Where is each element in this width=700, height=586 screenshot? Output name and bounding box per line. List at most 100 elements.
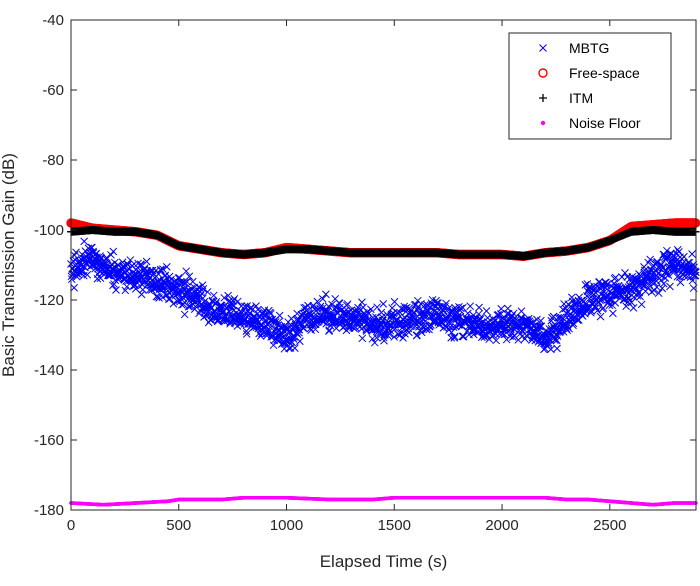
mbtg-point — [75, 257, 84, 265]
mbtg-point — [634, 289, 643, 297]
mbtg-point — [627, 298, 636, 307]
mbtg-point — [313, 297, 322, 306]
mbtg-point — [477, 318, 486, 327]
mbtg-point — [453, 313, 462, 322]
mbtg-point — [304, 301, 312, 310]
mbtg-point — [290, 344, 299, 352]
mbtg-point — [135, 268, 144, 276]
mbtg-point — [541, 339, 550, 347]
mbtg-point — [96, 252, 104, 260]
mbtg-point — [246, 304, 255, 313]
mbtg-point — [593, 306, 602, 315]
series-itm — [67, 226, 700, 261]
y-tick-label: -40 — [42, 12, 64, 29]
mbtg-point — [664, 271, 673, 280]
mbtg-point — [225, 296, 234, 305]
mbtg-point — [358, 334, 367, 343]
mbtg-point — [353, 318, 361, 326]
mbtg-point — [581, 281, 590, 289]
mbtg-point — [256, 332, 265, 340]
mbtg-point — [197, 289, 206, 298]
y-tick-label: -80 — [42, 152, 64, 169]
x-tick-label: 500 — [166, 517, 191, 534]
mbtg-point — [557, 313, 565, 322]
mbtg-point — [475, 303, 483, 312]
mbtg-point — [671, 265, 679, 273]
mbtg-point — [577, 296, 586, 305]
mbtg-point — [640, 266, 649, 275]
legend-marker-noise-floor-dot — [540, 120, 546, 126]
mbtg-point — [174, 287, 182, 296]
mbtg-point — [658, 284, 667, 293]
mbtg-point — [370, 338, 379, 347]
mbtg-point — [226, 319, 234, 328]
mbtg-point — [227, 302, 236, 311]
mbtg-point — [154, 270, 163, 279]
mbtg-point — [107, 250, 115, 259]
mbtg-point — [112, 286, 120, 294]
x-tick-label: 2500 — [593, 517, 626, 534]
mbtg-point — [102, 253, 111, 262]
mbtg-point — [611, 273, 620, 282]
mbtg-point — [609, 309, 617, 318]
mbtg-point — [587, 307, 596, 315]
y-tick-label: -120 — [34, 292, 64, 309]
mbtg-point — [390, 333, 399, 341]
mbtg-point — [507, 328, 516, 337]
mbtg-point — [296, 337, 304, 346]
mbtg-point — [644, 283, 653, 292]
mbtg-point — [559, 314, 568, 323]
mbtg-point — [157, 266, 165, 275]
mbtg-point — [275, 311, 284, 320]
mbtg-point — [494, 311, 503, 319]
mbtg-point — [654, 289, 663, 298]
mbtg-point — [457, 304, 465, 313]
mbtg-point — [549, 322, 558, 330]
mbtg-point — [403, 303, 411, 312]
mbtg-point — [72, 248, 80, 257]
x-tick-label: 1500 — [378, 517, 411, 534]
mbtg-point — [322, 319, 331, 328]
mbtg-point — [80, 237, 89, 246]
mbtg-point — [590, 282, 598, 290]
mbtg-point — [562, 324, 571, 333]
mbtg-point — [688, 276, 697, 285]
legend-label-noise-floor: Noise Floor — [569, 115, 641, 131]
mbtg-point — [145, 286, 154, 294]
mbtg-point — [549, 312, 558, 321]
mbtg-point — [410, 308, 418, 317]
mbtg-point — [142, 257, 151, 266]
mbtg-point — [203, 288, 212, 296]
mbtg-point — [336, 319, 345, 328]
mbtg-point — [353, 306, 362, 315]
mbtg-point — [405, 328, 413, 337]
y-tick-label: -160 — [34, 432, 64, 449]
mbtg-point — [169, 299, 178, 308]
mbtg-point — [659, 279, 668, 288]
x-tick-label: 0 — [67, 517, 75, 534]
y-axis-label: Basic Transmission Gain (dB) — [0, 153, 18, 377]
mbtg-point — [316, 304, 324, 313]
mbtg-point — [123, 282, 131, 291]
mbtg-point — [91, 264, 99, 273]
mbtg-point — [464, 315, 473, 323]
mbtg-point — [637, 300, 646, 309]
mbtg-point — [182, 267, 191, 276]
mbtg-point — [596, 312, 605, 321]
mbtg-point — [437, 308, 446, 317]
mbtg-point — [180, 310, 189, 319]
mbtg-point — [212, 297, 221, 306]
mbtg-point — [287, 314, 296, 323]
mbtg-point — [89, 249, 98, 257]
mbtg-point — [422, 311, 430, 320]
mbtg-point — [217, 301, 226, 310]
mbtg-point — [522, 331, 531, 340]
mbtg-point — [450, 334, 459, 342]
mbtg-point — [173, 297, 182, 306]
mbtg-point — [596, 296, 604, 305]
mbtg-point — [274, 318, 283, 326]
mbtg-point — [434, 299, 442, 307]
mbtg-point — [184, 302, 193, 311]
mbtg-point — [195, 309, 203, 318]
